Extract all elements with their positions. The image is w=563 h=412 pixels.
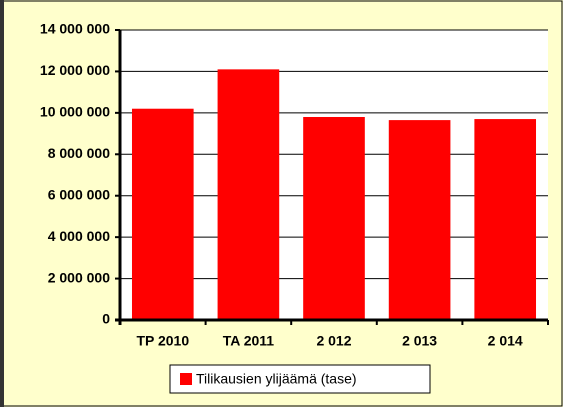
legend-box [169, 364, 431, 394]
y-tick-label: 2 000 000 [48, 269, 110, 285]
x-tick-label: 2 014 [488, 333, 523, 349]
bar [303, 117, 365, 320]
bar [217, 69, 280, 320]
bar [131, 108, 194, 320]
y-tick-label: 6 000 000 [48, 186, 110, 202]
y-tick-label: 10 000 000 [40, 104, 110, 120]
y-tick-label: 12 000 000 [40, 62, 110, 78]
x-tick-label: 2 013 [402, 333, 437, 349]
x-tick-label: TP 2010 [136, 333, 189, 349]
left-edge [0, 0, 4, 407]
y-tick-label: 14 000 000 [40, 21, 110, 37]
y-tick-label: 4 000 000 [48, 228, 110, 244]
x-tick-label: 2 012 [316, 333, 351, 349]
bar [474, 119, 537, 320]
legend-label: Tilikausien ylijäämä (tase) [196, 371, 357, 387]
x-tick-label: TA 2011 [223, 333, 275, 349]
y-tick-label: 8 000 000 [48, 145, 110, 161]
legend-swatch [180, 373, 192, 385]
y-tick-label: 0 [102, 311, 110, 327]
bar [388, 120, 451, 320]
